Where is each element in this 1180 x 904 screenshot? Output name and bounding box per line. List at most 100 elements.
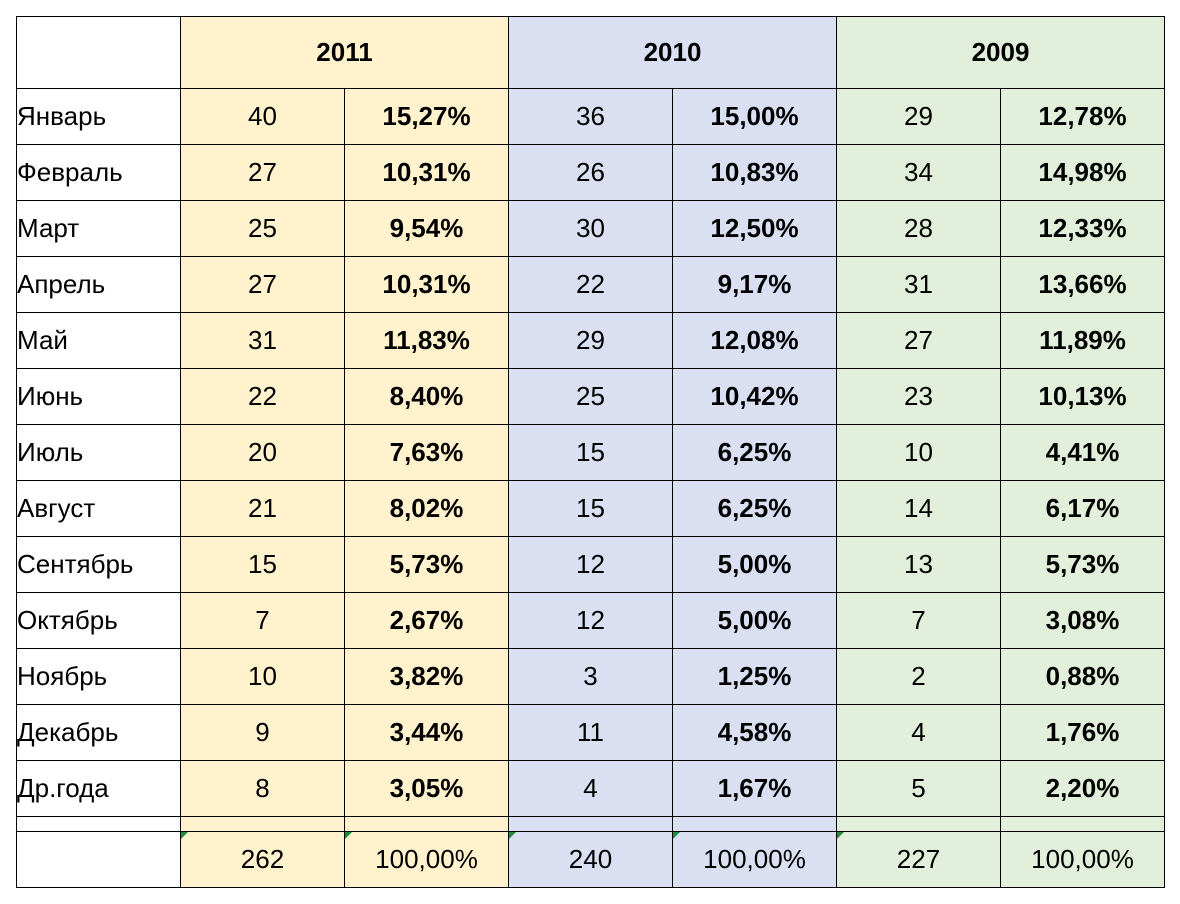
count-2011-cell[interactable]: 22 [180,368,345,425]
count-2011-cell[interactable]: 8 [180,760,345,817]
corner-cell[interactable] [16,16,181,89]
month-label-cell[interactable]: Др.года [16,760,181,817]
percent-2009-cell[interactable]: 12,78% [1000,88,1165,145]
month-label-cell[interactable]: Февраль [16,144,181,201]
percent-2009-cell[interactable]: 10,13% [1000,368,1165,425]
percent-2011-cell[interactable]: 8,40% [344,368,509,425]
count-2009-cell[interactable]: 4 [836,704,1001,761]
count-2009-cell[interactable]: 2 [836,648,1001,705]
month-label-cell[interactable]: Ноябрь [16,648,181,705]
month-label-cell[interactable]: Август [16,480,181,537]
count-2010-cell[interactable]: 11 [508,704,673,761]
count-2011-cell[interactable]: 25 [180,200,345,257]
count-2009-cell[interactable]: 28 [836,200,1001,257]
month-label-cell[interactable]: Январь [16,88,181,145]
count-2011-cell[interactable]: 20 [180,424,345,481]
month-label-cell[interactable]: Сентябрь [16,536,181,593]
percent-2011-cell[interactable]: 3,44% [344,704,509,761]
percent-2011-cell[interactable]: 7,63% [344,424,509,481]
count-2011-cell[interactable]: 15 [180,536,345,593]
count-2009-cell[interactable]: 5 [836,760,1001,817]
count-2011-cell[interactable]: 31 [180,312,345,369]
percent-2010-cell[interactable]: 1,25% [672,648,837,705]
percent-2009-cell[interactable]: 0,88% [1000,648,1165,705]
count-2011-cell[interactable]: 40 [180,88,345,145]
total-count-2011[interactable]: 262 [180,831,345,888]
percent-2011-cell[interactable]: 2,67% [344,592,509,649]
month-label-cell[interactable]: Март [16,200,181,257]
month-label-cell[interactable]: Июнь [16,368,181,425]
count-2009-cell[interactable]: 23 [836,368,1001,425]
percent-2009-cell[interactable]: 11,89% [1000,312,1165,369]
count-2009-cell[interactable]: 13 [836,536,1001,593]
percent-2009-cell[interactable]: 12,33% [1000,200,1165,257]
cell[interactable] [1000,816,1165,832]
percent-2009-cell[interactable]: 4,41% [1000,424,1165,481]
cell[interactable] [16,816,181,832]
percent-2010-cell[interactable]: 15,00% [672,88,837,145]
percent-2011-cell[interactable]: 3,82% [344,648,509,705]
count-2009-cell[interactable]: 31 [836,256,1001,313]
totals-label-cell[interactable] [16,831,181,888]
percent-2010-cell[interactable]: 9,17% [672,256,837,313]
percent-2011-cell[interactable]: 10,31% [344,144,509,201]
cell[interactable] [836,816,1001,832]
percent-2010-cell[interactable]: 12,08% [672,312,837,369]
count-2010-cell[interactable]: 3 [508,648,673,705]
count-2010-cell[interactable]: 15 [508,480,673,537]
percent-2011-cell[interactable]: 15,27% [344,88,509,145]
count-2010-cell[interactable]: 22 [508,256,673,313]
percent-2010-cell[interactable]: 5,00% [672,536,837,593]
cell[interactable] [180,816,345,832]
percent-2009-cell[interactable]: 2,20% [1000,760,1165,817]
percent-2009-cell[interactable]: 1,76% [1000,704,1165,761]
percent-2010-cell[interactable]: 6,25% [672,480,837,537]
count-2009-cell[interactable]: 14 [836,480,1001,537]
percent-2011-cell[interactable]: 9,54% [344,200,509,257]
count-2011-cell[interactable]: 21 [180,480,345,537]
percent-2010-cell[interactable]: 6,25% [672,424,837,481]
count-2010-cell[interactable]: 15 [508,424,673,481]
percent-2010-cell[interactable]: 10,83% [672,144,837,201]
month-label-cell[interactable]: Май [16,312,181,369]
cell[interactable] [672,816,837,832]
percent-2010-cell[interactable]: 4,58% [672,704,837,761]
count-2010-cell[interactable]: 25 [508,368,673,425]
percent-2009-cell[interactable]: 6,17% [1000,480,1165,537]
month-label-cell[interactable]: Июль [16,424,181,481]
count-2010-cell[interactable]: 30 [508,200,673,257]
percent-2010-cell[interactable]: 5,00% [672,592,837,649]
count-2010-cell[interactable]: 4 [508,760,673,817]
percent-2011-cell[interactable]: 8,02% [344,480,509,537]
count-2011-cell[interactable]: 7 [180,592,345,649]
percent-2010-cell[interactable]: 10,42% [672,368,837,425]
total-count-2009[interactable]: 227 [836,831,1001,888]
count-2009-cell[interactable]: 27 [836,312,1001,369]
percent-2009-cell[interactable]: 14,98% [1000,144,1165,201]
count-2011-cell[interactable]: 27 [180,144,345,201]
count-2009-cell[interactable]: 29 [836,88,1001,145]
month-label-cell[interactable]: Апрель [16,256,181,313]
percent-2011-cell[interactable]: 11,83% [344,312,509,369]
count-2011-cell[interactable]: 9 [180,704,345,761]
month-label-cell[interactable]: Октябрь [16,592,181,649]
percent-2011-cell[interactable]: 5,73% [344,536,509,593]
total-count-2010[interactable]: 240 [508,831,673,888]
count-2010-cell[interactable]: 26 [508,144,673,201]
count-2011-cell[interactable]: 27 [180,256,345,313]
total-percent-2009[interactable]: 100,00% [1000,831,1165,888]
count-2009-cell[interactable]: 7 [836,592,1001,649]
count-2010-cell[interactable]: 36 [508,88,673,145]
count-2010-cell[interactable]: 29 [508,312,673,369]
percent-2011-cell[interactable]: 3,05% [344,760,509,817]
count-2010-cell[interactable]: 12 [508,536,673,593]
count-2009-cell[interactable]: 10 [836,424,1001,481]
percent-2009-cell[interactable]: 3,08% [1000,592,1165,649]
year-header-2009[interactable]: 2009 [836,16,1165,89]
percent-2009-cell[interactable]: 13,66% [1000,256,1165,313]
cell[interactable] [344,816,509,832]
percent-2011-cell[interactable]: 10,31% [344,256,509,313]
total-percent-2011[interactable]: 100,00% [344,831,509,888]
count-2010-cell[interactable]: 12 [508,592,673,649]
percent-2010-cell[interactable]: 1,67% [672,760,837,817]
